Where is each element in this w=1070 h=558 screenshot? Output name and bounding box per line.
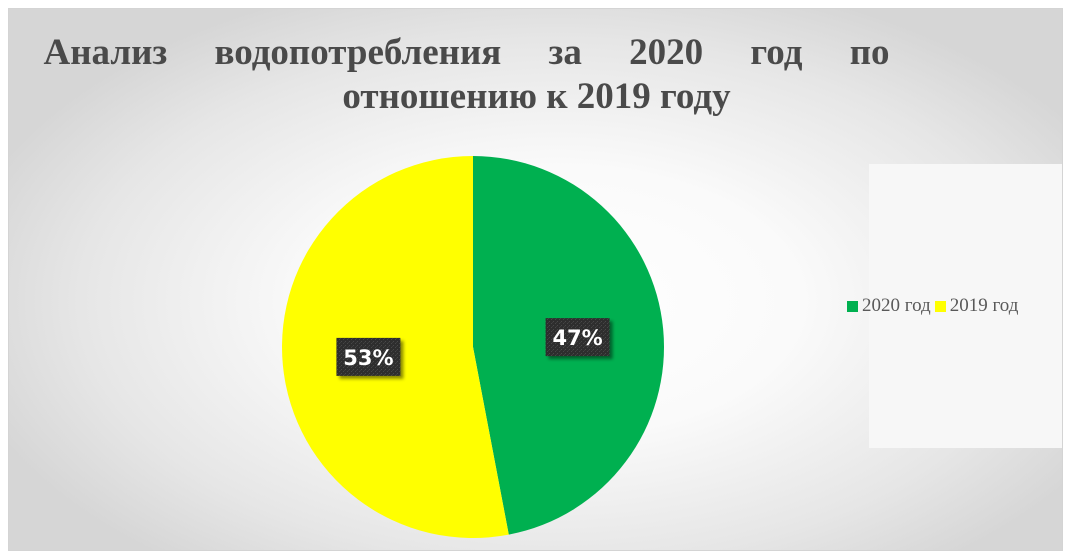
pie-chart: 47% 53% [282, 156, 665, 538]
legend: 2020 год 2019 год [847, 295, 1022, 317]
legend-item-2020: 2020 год [847, 295, 931, 317]
legend-swatch-2019 [934, 300, 946, 312]
chart-title: Анализ водопотребления за 2020 год по от… [9, 31, 1062, 119]
data-label-text: 47% [552, 326, 602, 350]
data-label-box [336, 337, 401, 376]
data-label-2019: 53% [336, 337, 401, 376]
legend-item-2019: 2019 год [934, 295, 1019, 317]
chart-title-line-2: отношению к 2019 году [342, 76, 731, 117]
chart-title-line-1: Анализ водопотребления за 2020 год по [43, 32, 890, 73]
legend-swatch-2020 [847, 300, 858, 312]
data-label-2020: 47% [545, 318, 610, 357]
chart-area: Анализ водопотребления за 2020 год по от… [8, 8, 1063, 551]
legend-label-2020: 2020 год [862, 295, 931, 316]
legend-panel [869, 164, 1062, 448]
data-label-box [545, 318, 610, 357]
data-label-text: 53% [343, 346, 393, 370]
legend-label-2019: 2019 год [949, 295, 1019, 316]
